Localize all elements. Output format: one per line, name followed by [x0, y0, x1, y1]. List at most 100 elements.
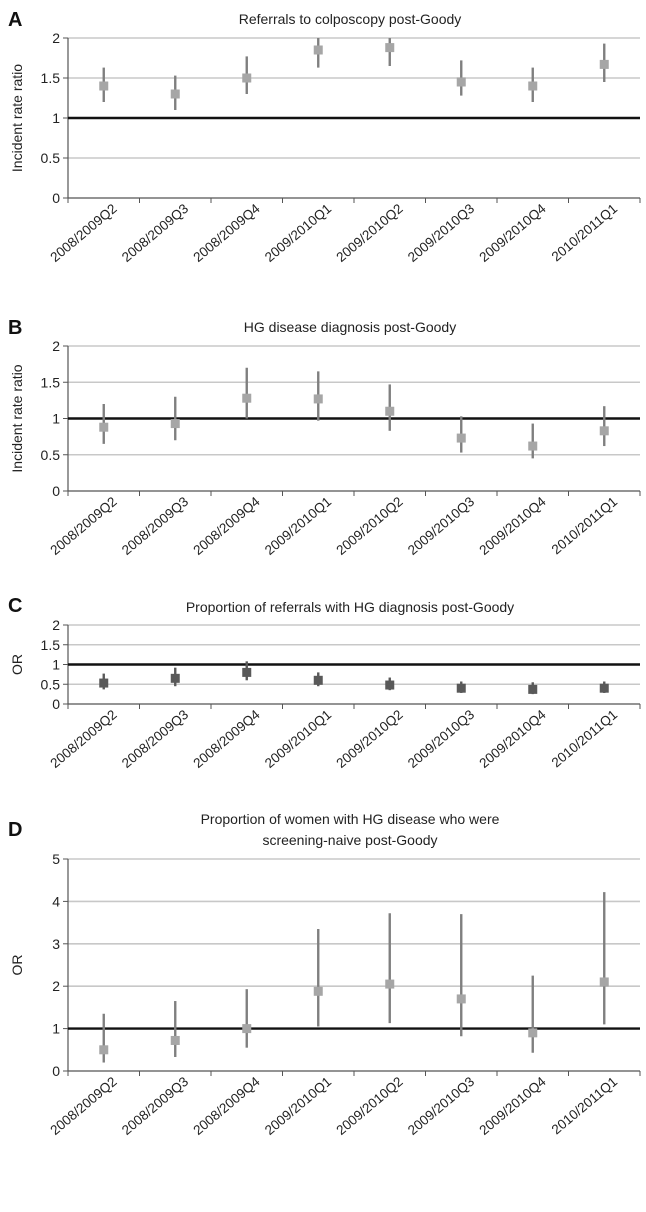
panel-letter: A: [8, 9, 22, 31]
y-tick-label: 1: [52, 411, 60, 427]
y-tick-label: 1: [52, 110, 60, 126]
y-tick-label: 4: [52, 893, 60, 909]
data-point: [599, 683, 609, 693]
x-tick-label: 2008/2009Q2: [47, 1074, 119, 1138]
x-tick-label: 2008/2009Q2: [47, 201, 119, 265]
data-point: [456, 433, 466, 443]
y-tick-label: 0: [52, 696, 60, 712]
x-tick-label: 2008/2009Q3: [119, 494, 191, 558]
x-tick-label: 2009/2010Q2: [333, 1074, 405, 1138]
y-tick-label: 5: [52, 851, 60, 867]
chart-title-line: screening-naive post-Goody: [262, 832, 437, 848]
data-point: [170, 419, 180, 429]
chart-title: Referrals to colposcopy post-Goody: [239, 11, 462, 27]
data-point: [528, 684, 538, 694]
data-point: [170, 1035, 180, 1045]
data-point: [313, 675, 323, 685]
x-tick-label: 2009/2010Q1: [262, 1074, 334, 1138]
y-tick-label: 1.5: [41, 70, 61, 86]
data-point: [99, 422, 109, 432]
data-point: [170, 89, 180, 99]
x-tick-label: 2009/2010Q4: [476, 1073, 549, 1137]
x-tick-label: 2010/2011Q1: [549, 201, 621, 264]
data-point: [528, 81, 538, 91]
x-tick-label: 2010/2011Q1: [549, 494, 621, 557]
x-tick-label: 2009/2010Q2: [333, 201, 405, 265]
x-tick-label: 2008/2009Q4: [190, 200, 263, 264]
y-tick-label: 1: [52, 657, 60, 673]
y-axis-label: Incident rate ratio: [9, 64, 25, 172]
data-point: [528, 441, 538, 451]
panel-d: D Proportion of women with HG disease who…: [8, 811, 641, 1138]
x-tick-label: 2009/2010Q1: [262, 494, 334, 558]
y-tick-label: 0.5: [41, 150, 61, 166]
x-tick-label: 2009/2010Q1: [262, 707, 334, 771]
panel-letter: B: [8, 317, 22, 339]
x-tick-label: 2009/2010Q3: [405, 201, 477, 265]
x-tick-label: 2009/2010Q3: [405, 1074, 477, 1138]
data-point: [456, 77, 466, 87]
x-tick-label: 2009/2010Q4: [476, 493, 549, 557]
data-point: [599, 426, 609, 436]
x-tick-label: 2009/2010Q3: [405, 707, 477, 771]
data-point: [385, 680, 395, 690]
y-axis-label: OR: [9, 955, 25, 976]
y-tick-label: 1.5: [41, 374, 61, 390]
data-point: [99, 81, 109, 91]
y-tick-label: 0.5: [41, 676, 61, 692]
data-point: [385, 406, 395, 416]
y-axis-label: Incident rate ratio: [9, 364, 25, 472]
x-tick-label: 2008/2009Q4: [190, 1073, 263, 1137]
x-tick-label: 2009/2010Q2: [333, 707, 405, 771]
data-point: [456, 994, 466, 1004]
data-point: [456, 683, 466, 693]
panel-c: C Proportion of referrals with HG diagnos…: [8, 595, 641, 771]
y-tick-label: 0: [52, 190, 60, 206]
panel-letter: D: [8, 819, 22, 841]
data-point: [313, 394, 323, 404]
x-tick-label: 2010/2011Q1: [549, 1074, 621, 1137]
data-point: [385, 979, 395, 989]
x-tick-label: 2010/2011Q1: [549, 707, 621, 770]
x-tick-label: 2009/2010Q1: [262, 201, 334, 265]
y-tick-label: 0: [52, 483, 60, 499]
y-tick-label: 2: [52, 617, 60, 633]
panel-a: A Referrals to colposcopy post-Goody 0 0.5 1…: [8, 9, 641, 265]
x-tick-label: 2009/2010Q2: [333, 494, 405, 558]
x-tick-label: 2008/2009Q4: [190, 706, 263, 770]
data-point: [99, 1045, 109, 1055]
y-tick-label: 2: [52, 978, 60, 994]
y-tick-label: 2: [52, 30, 60, 46]
x-tick-label: 2008/2009Q3: [119, 707, 191, 771]
panel-letter: C: [8, 595, 22, 617]
chart-title-line: Proportion of women with HG disease who …: [201, 811, 500, 827]
data-point: [242, 667, 252, 677]
data-point: [99, 678, 109, 688]
chart-title: HG disease diagnosis post-Goody: [244, 319, 456, 335]
x-tick-label: 2008/2009Q4: [190, 493, 263, 557]
data-point: [528, 1028, 538, 1038]
x-tick-label: 2008/2009Q2: [47, 707, 119, 771]
y-tick-label: 3: [52, 936, 60, 952]
x-tick-label: 2009/2010Q4: [476, 706, 549, 770]
chart-title: Proportion of referrals with HG diagnosi…: [186, 599, 514, 615]
x-tick-label: 2009/2010Q3: [405, 494, 477, 558]
data-point: [385, 43, 395, 53]
y-tick-label: 2: [52, 338, 60, 354]
panel-b: B HG disease diagnosis post-Goody 0 0.5 1 1.5…: [8, 317, 641, 558]
y-tick-label: 1.5: [41, 637, 61, 653]
y-tick-label: 0: [52, 1063, 60, 1079]
y-tick-label: 0.5: [41, 447, 61, 463]
y-axis-label: OR: [9, 654, 25, 675]
data-point: [599, 59, 609, 69]
data-point: [242, 393, 252, 403]
y-tick-label: 1: [52, 1021, 60, 1037]
data-point: [313, 986, 323, 996]
data-point: [170, 673, 180, 683]
data-point: [242, 1024, 252, 1034]
data-point: [599, 977, 609, 987]
data-point: [242, 73, 252, 83]
x-tick-label: 2008/2009Q3: [119, 201, 191, 265]
